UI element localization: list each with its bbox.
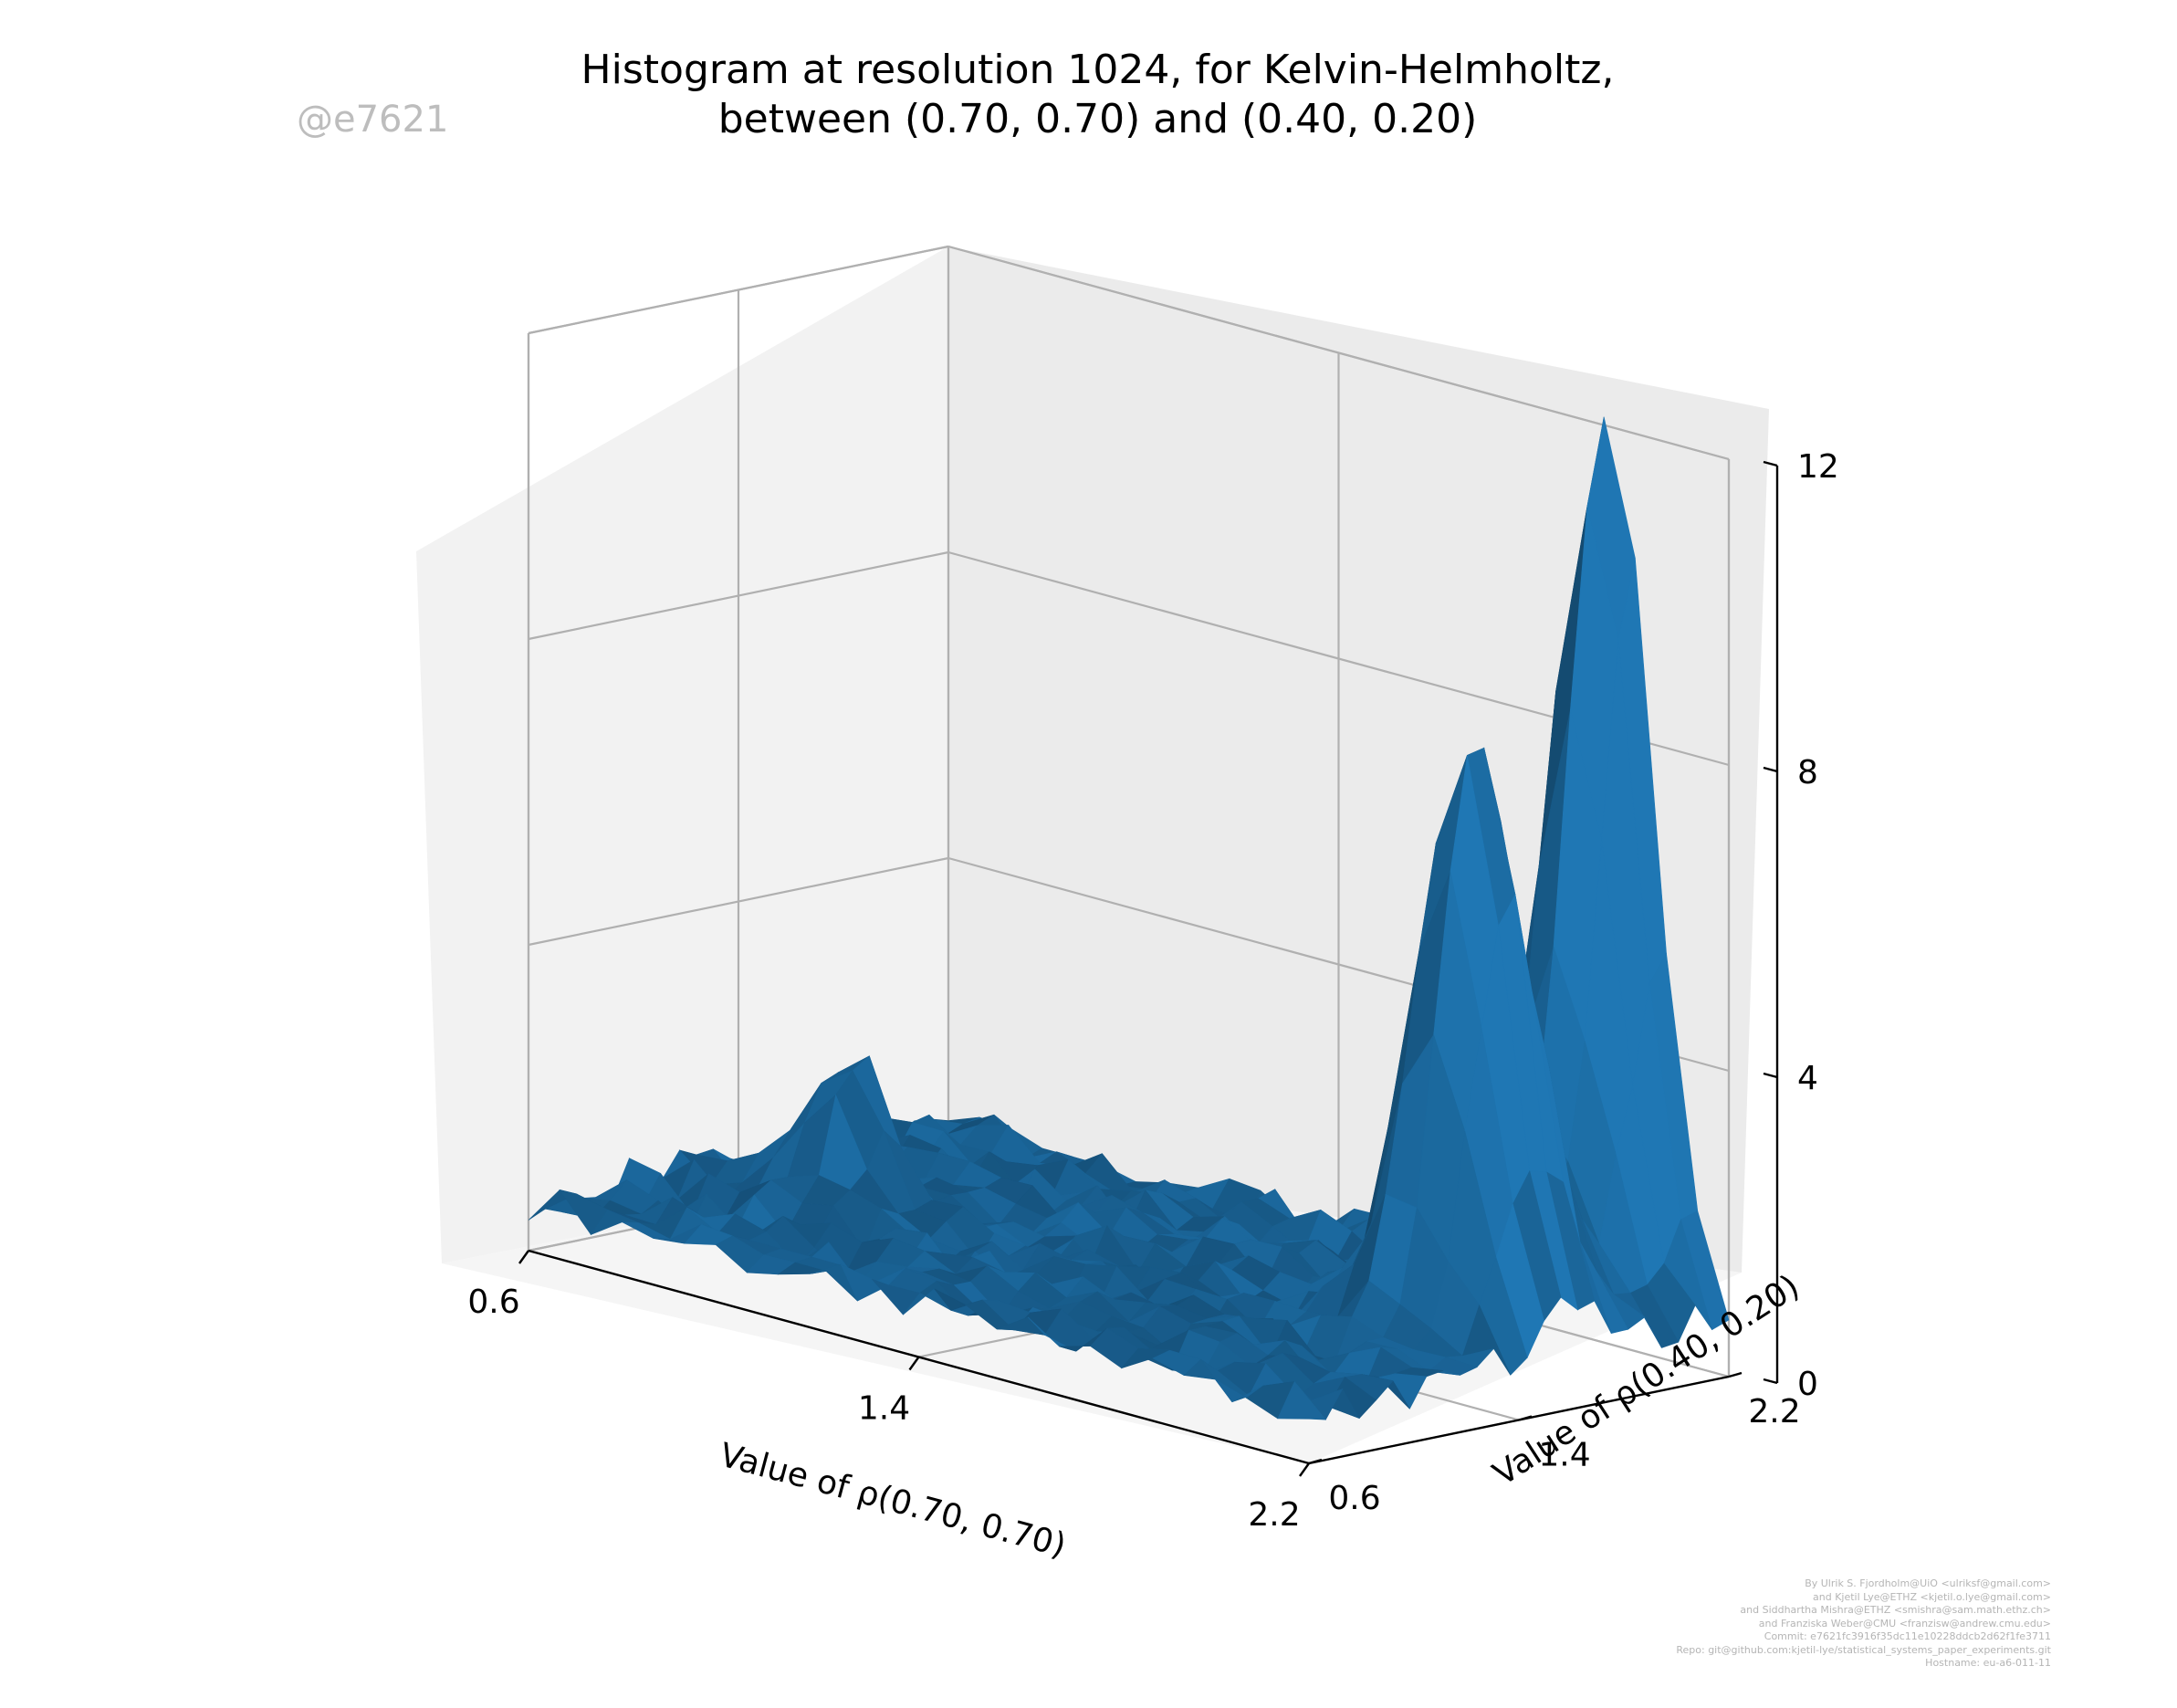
y-tick-mark — [1518, 1415, 1533, 1421]
pane-edge — [947, 245, 1730, 461]
credit-line: Hostname: eu-a6-011-11 — [1925, 1657, 2051, 1669]
x-tick-label: 1.4 — [858, 1390, 910, 1428]
x-tick-label: 0.6 — [467, 1284, 519, 1321]
credit-line: and Franziska Weber@CMU <franzisw@andrew… — [1758, 1617, 2051, 1629]
commit-watermark: @e7621 — [297, 99, 449, 141]
z-tick-mark — [1763, 460, 1778, 467]
y-tick-mark — [1308, 1458, 1323, 1465]
credit-line: Commit: e7621fc3916f35dc11e10228ddcb2d62… — [1764, 1630, 2051, 1642]
z-tick-mark — [1763, 766, 1778, 773]
z-tick-label: 12 — [1797, 448, 1839, 486]
credit-line: and Kjetil Lye@ETHZ <kjetil.o.lye@gmail.… — [1813, 1590, 2051, 1603]
z-tick-label: 8 — [1797, 754, 1818, 791]
credit-line: Repo: git@github.com:kjetil-lye/statisti… — [1676, 1643, 2051, 1656]
y-tick-label: 2.2 — [1748, 1393, 1800, 1430]
wall-grid-line — [528, 550, 949, 641]
z-tick-label: 4 — [1797, 1060, 1818, 1097]
back-left-pane — [416, 246, 948, 1263]
credit-line: By Ulrik S. Fjordholm@UiO <ulriksf@gmail… — [1805, 1577, 2051, 1589]
credits-block: By Ulrik S. Fjordholm@UiO <ulriksf@gmail… — [1676, 1577, 2051, 1671]
chart-title-line-1: Histogram at resolution 1024, for Kelvin… — [581, 47, 1615, 93]
x-tick-label: 2.2 — [1248, 1496, 1300, 1534]
x-tick-mark — [908, 1356, 920, 1371]
wall-grid-line — [528, 856, 949, 947]
pane-edge — [528, 245, 949, 335]
credit-line: and Siddhartha Mishra@ETHZ <smishra@sam.… — [1740, 1604, 2051, 1616]
z-tick-mark — [1763, 1378, 1778, 1385]
y-tick-label: 1.4 — [1538, 1437, 1590, 1474]
y-tick-label: 0.6 — [1328, 1480, 1380, 1517]
histogram-surface — [528, 416, 1730, 1420]
surface-facet — [1277, 1380, 1327, 1420]
z-tick-mark — [1763, 1072, 1778, 1079]
chart-title-line-2: between (0.70, 0.70) and (0.40, 0.20) — [717, 96, 1478, 142]
x-tick-mark — [518, 1250, 529, 1264]
x-axis-label: Value of ρ(0.70, 0.70) — [716, 1437, 1070, 1566]
x-tick-mark — [1299, 1462, 1310, 1477]
z-tick-label: 0 — [1797, 1366, 1818, 1403]
y-tick-mark — [1728, 1371, 1743, 1378]
